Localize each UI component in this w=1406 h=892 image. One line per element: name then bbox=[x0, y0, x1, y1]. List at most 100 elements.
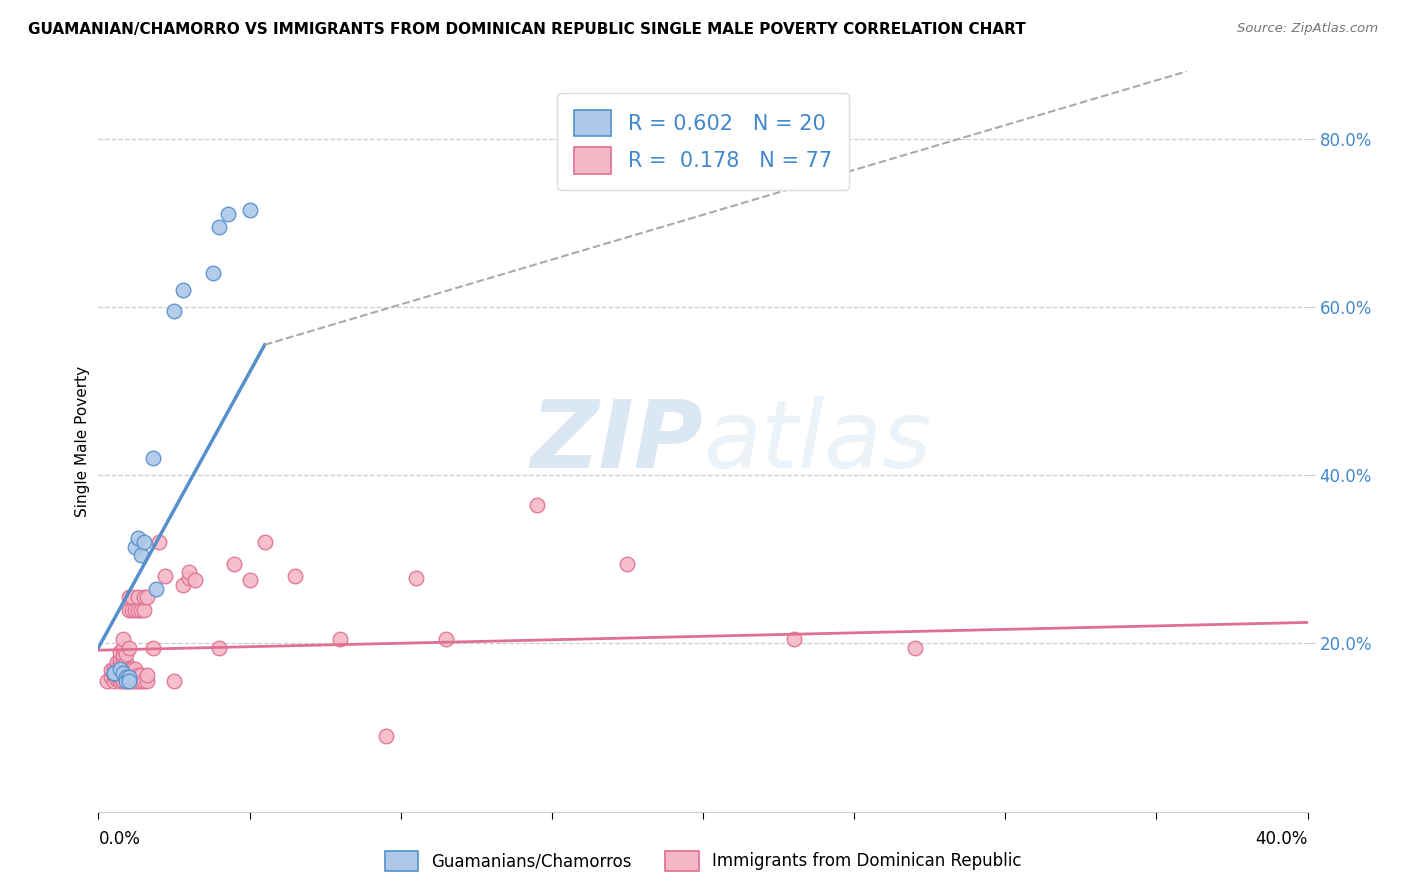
Point bbox=[145, 582, 167, 596]
Point bbox=[129, 603, 152, 617]
Point bbox=[124, 662, 146, 676]
Point bbox=[121, 674, 143, 689]
Point bbox=[100, 670, 122, 684]
Point bbox=[329, 632, 352, 647]
Point bbox=[121, 603, 143, 617]
Point bbox=[111, 632, 134, 647]
Point bbox=[118, 640, 141, 655]
Legend: Guamanians/Chamorros, Immigrants from Dominican Republic: Guamanians/Chamorros, Immigrants from Do… bbox=[377, 842, 1029, 880]
Point bbox=[111, 640, 134, 655]
Point bbox=[108, 662, 131, 676]
Point bbox=[108, 674, 131, 689]
Point bbox=[118, 590, 141, 604]
Point bbox=[132, 674, 155, 689]
Text: ZIP: ZIP bbox=[530, 395, 703, 488]
Point bbox=[405, 571, 427, 585]
Point bbox=[114, 674, 136, 689]
Point bbox=[114, 668, 136, 682]
Point bbox=[108, 651, 131, 665]
Point bbox=[124, 674, 146, 689]
Point bbox=[111, 655, 134, 669]
Point bbox=[374, 729, 396, 743]
Point bbox=[111, 674, 134, 689]
Point bbox=[239, 203, 262, 218]
Point bbox=[124, 668, 146, 682]
Point bbox=[127, 603, 149, 617]
Text: atlas: atlas bbox=[703, 396, 931, 487]
Point bbox=[253, 535, 276, 549]
Point bbox=[105, 672, 128, 686]
Point bbox=[103, 665, 125, 680]
Point bbox=[127, 668, 149, 682]
Point bbox=[111, 668, 134, 682]
Point bbox=[284, 569, 307, 583]
Point bbox=[127, 531, 149, 545]
Point bbox=[105, 655, 128, 669]
Point bbox=[118, 670, 141, 684]
Point bbox=[118, 668, 141, 682]
Point bbox=[135, 668, 157, 682]
Point bbox=[118, 603, 141, 617]
Point bbox=[616, 557, 638, 571]
Point bbox=[111, 648, 134, 663]
Point bbox=[121, 662, 143, 676]
Point bbox=[118, 674, 141, 689]
Point bbox=[153, 569, 176, 583]
Point bbox=[526, 498, 548, 512]
Point bbox=[96, 674, 118, 689]
Point bbox=[904, 640, 927, 655]
Y-axis label: Single Male Poverty: Single Male Poverty bbox=[75, 366, 90, 517]
Point bbox=[103, 668, 125, 682]
Point bbox=[127, 590, 149, 604]
Point bbox=[135, 674, 157, 689]
Point bbox=[124, 540, 146, 554]
Point bbox=[111, 665, 134, 680]
Point bbox=[118, 674, 141, 689]
Point bbox=[783, 632, 806, 647]
Point bbox=[208, 219, 231, 234]
Legend: R = 0.602   N = 20, R =  0.178   N = 77: R = 0.602 N = 20, R = 0.178 N = 77 bbox=[557, 93, 849, 190]
Point bbox=[163, 304, 186, 318]
Text: Source: ZipAtlas.com: Source: ZipAtlas.com bbox=[1237, 22, 1378, 36]
Point bbox=[121, 668, 143, 682]
Text: 0.0%: 0.0% bbox=[98, 830, 141, 848]
Point bbox=[208, 640, 231, 655]
Point bbox=[142, 451, 165, 466]
Point bbox=[132, 603, 155, 617]
Point bbox=[103, 674, 125, 689]
Point bbox=[135, 590, 157, 604]
Point bbox=[114, 655, 136, 669]
Point bbox=[108, 664, 131, 678]
Point bbox=[142, 640, 165, 655]
Point bbox=[114, 662, 136, 676]
Point bbox=[114, 647, 136, 661]
Point bbox=[129, 548, 152, 562]
Text: GUAMANIAN/CHAMORRO VS IMMIGRANTS FROM DOMINICAN REPUBLIC SINGLE MALE POVERTY COR: GUAMANIAN/CHAMORRO VS IMMIGRANTS FROM DO… bbox=[28, 22, 1026, 37]
Point bbox=[172, 283, 194, 297]
Point bbox=[129, 674, 152, 689]
Point bbox=[121, 590, 143, 604]
Point bbox=[148, 535, 170, 549]
Point bbox=[127, 674, 149, 689]
Point bbox=[434, 632, 457, 647]
Point bbox=[202, 266, 225, 280]
Point bbox=[184, 574, 207, 588]
Point bbox=[172, 577, 194, 591]
Text: 40.0%: 40.0% bbox=[1256, 830, 1308, 848]
Point bbox=[108, 645, 131, 659]
Point bbox=[100, 664, 122, 678]
Point bbox=[129, 668, 152, 682]
Point bbox=[118, 662, 141, 676]
Point bbox=[108, 657, 131, 672]
Point bbox=[179, 571, 201, 585]
Point bbox=[217, 207, 239, 221]
Point bbox=[111, 662, 134, 676]
Point bbox=[179, 565, 201, 579]
Point bbox=[105, 662, 128, 676]
Point bbox=[124, 603, 146, 617]
Point bbox=[239, 574, 262, 588]
Point bbox=[114, 670, 136, 684]
Point bbox=[132, 590, 155, 604]
Point bbox=[114, 674, 136, 689]
Point bbox=[163, 674, 186, 689]
